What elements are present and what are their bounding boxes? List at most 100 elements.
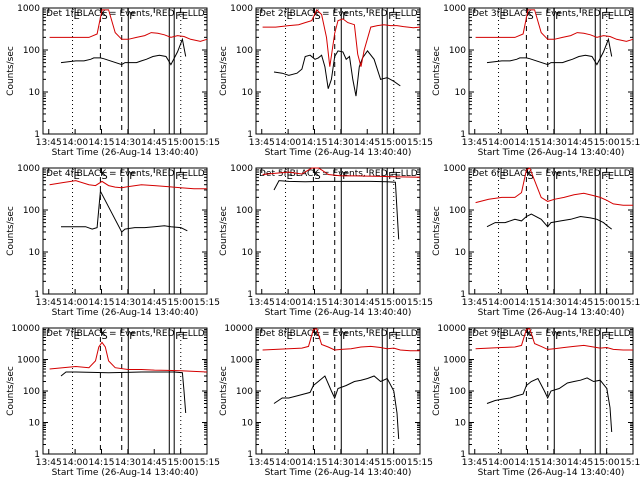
x-tick-label: 15:00 (594, 138, 620, 148)
x-tick-label: 14:45 (354, 298, 380, 308)
series-events (273, 375, 400, 440)
panel-3: Det 3f BLACK = Events, RED = LLD 1 10 100 10… (432, 4, 640, 158)
x-tick-label: 15:15 (194, 298, 220, 308)
x-tick-label: 14:30 (541, 458, 567, 468)
marker-label: S (527, 331, 533, 342)
marker-label: E (500, 171, 506, 182)
marker-label: E (500, 331, 506, 342)
marker-label: E (608, 331, 614, 342)
plot-frame (42, 7, 208, 135)
marker-label: F (388, 11, 394, 22)
x-tick-label: 15:15 (620, 298, 640, 308)
x-tick-label: 15:15 (194, 138, 220, 148)
y-tick-label: 10 (29, 419, 41, 429)
x-tick-label: 14:30 (541, 138, 567, 148)
series-lld (49, 180, 207, 190)
y-axis-label: Counts/sec (219, 366, 229, 416)
x-tick-label: 14:45 (567, 298, 593, 308)
plot-frame (255, 327, 421, 455)
y-tick-label: 10 (29, 248, 41, 258)
y-tick-label: 1 (247, 130, 253, 140)
x-tick-label: 14:45 (567, 458, 593, 468)
series-events (486, 377, 613, 433)
y-tick-label: 1000 (443, 4, 466, 14)
x-tick-label: 15:00 (168, 458, 194, 468)
y-tick-label: 1 (34, 450, 40, 460)
marker-label: F (129, 11, 135, 22)
marker-label: S (101, 11, 107, 22)
series-events (60, 37, 187, 66)
y-tick-label: 1 (247, 290, 253, 300)
y-tick-label: 100 (449, 206, 466, 216)
marker-label: F (129, 331, 135, 342)
series-lld (262, 328, 420, 352)
x-axis-label: Start Time (26-Aug-14 13:40:40) (265, 468, 412, 478)
x-tick-label: 14:45 (141, 298, 167, 308)
x-tick-label: 15:15 (620, 138, 640, 148)
marker-label: S (527, 171, 533, 182)
x-tick-label: 14:30 (115, 138, 141, 148)
plot-frame (255, 7, 421, 135)
y-tick-label: 1 (460, 130, 466, 140)
y-tick-label: 100 (449, 46, 466, 56)
series-events (60, 371, 187, 414)
plot-frame (255, 167, 421, 295)
marker-label: E (74, 171, 80, 182)
x-tick-label: 14:00 (275, 138, 301, 148)
panel-title: Det 3f BLACK = Events, RED = LLD (472, 9, 631, 19)
x-tick-label: 14:15 (89, 458, 115, 468)
series-events (486, 37, 613, 66)
y-axis-label: Counts/sec (6, 46, 16, 96)
panel-title: Det 8f BLACK = Events, RED = LLD (259, 329, 418, 339)
y-tick-label: 10 (242, 88, 254, 98)
panel-9: Det 9f BLACK = Events, RED = LLD 1 10 100 10… (432, 324, 640, 478)
y-tick-label: 10000 (437, 324, 466, 334)
marker-label: E (395, 331, 401, 342)
marker-label: F (342, 171, 348, 182)
x-tick-label: 15:15 (407, 458, 433, 468)
series-events (61, 189, 188, 233)
marker-label: F (601, 171, 607, 182)
panel-2: Det 2f BLACK = Events, RED = LLD 1 10 100 10… (219, 4, 433, 158)
series-events (486, 213, 612, 230)
plot-frame (42, 167, 208, 295)
x-tick-label: 15:00 (168, 138, 194, 148)
y-tick-label: 10 (455, 248, 467, 258)
series-lld (49, 9, 208, 42)
panel-title: Det 1f BLACK = Events, RED = LLD (46, 9, 205, 19)
x-tick-label: 14:00 (488, 138, 514, 148)
x-axis-label: Start Time (26-Aug-14 13:40:40) (478, 148, 625, 158)
x-tick-label: 13:45 (462, 458, 488, 468)
x-tick-label: 14:30 (328, 138, 354, 148)
x-tick-label: 14:00 (62, 458, 88, 468)
x-tick-label: 15:00 (594, 298, 620, 308)
x-tick-label: 14:15 (515, 298, 541, 308)
series-lld (475, 9, 634, 42)
x-axis-label: Start Time (26-Aug-14 13:40:40) (265, 308, 412, 318)
marker-label: F (555, 171, 561, 182)
y-tick-label: 100 (236, 387, 253, 397)
x-axis-label: Start Time (26-Aug-14 13:40:40) (265, 148, 412, 158)
x-tick-label: 15:15 (407, 298, 433, 308)
marker-label: S (527, 11, 533, 22)
y-axis-label: Counts/sec (432, 206, 442, 256)
y-axis-label: Counts/sec (219, 46, 229, 96)
series-lld (475, 167, 633, 206)
marker-label: E (182, 171, 188, 182)
plot-frame (42, 327, 208, 455)
x-tick-label: 15:15 (194, 458, 220, 468)
x-tick-label: 14:30 (328, 458, 354, 468)
x-tick-label: 14:15 (515, 458, 541, 468)
panel-title: Det 7f BLACK = Events, RED = LLD (46, 329, 205, 339)
x-tick-label: 14:15 (89, 138, 115, 148)
y-tick-label: 100 (23, 46, 40, 56)
y-tick-label: 10 (242, 419, 254, 429)
y-tick-label: 10 (242, 248, 254, 258)
marker-label: F (342, 331, 348, 342)
marker-label: E (74, 331, 80, 342)
marker-label: S (314, 331, 320, 342)
y-tick-label: 10 (455, 88, 467, 98)
x-tick-label: 13:45 (249, 458, 275, 468)
marker-label: F (175, 11, 181, 22)
